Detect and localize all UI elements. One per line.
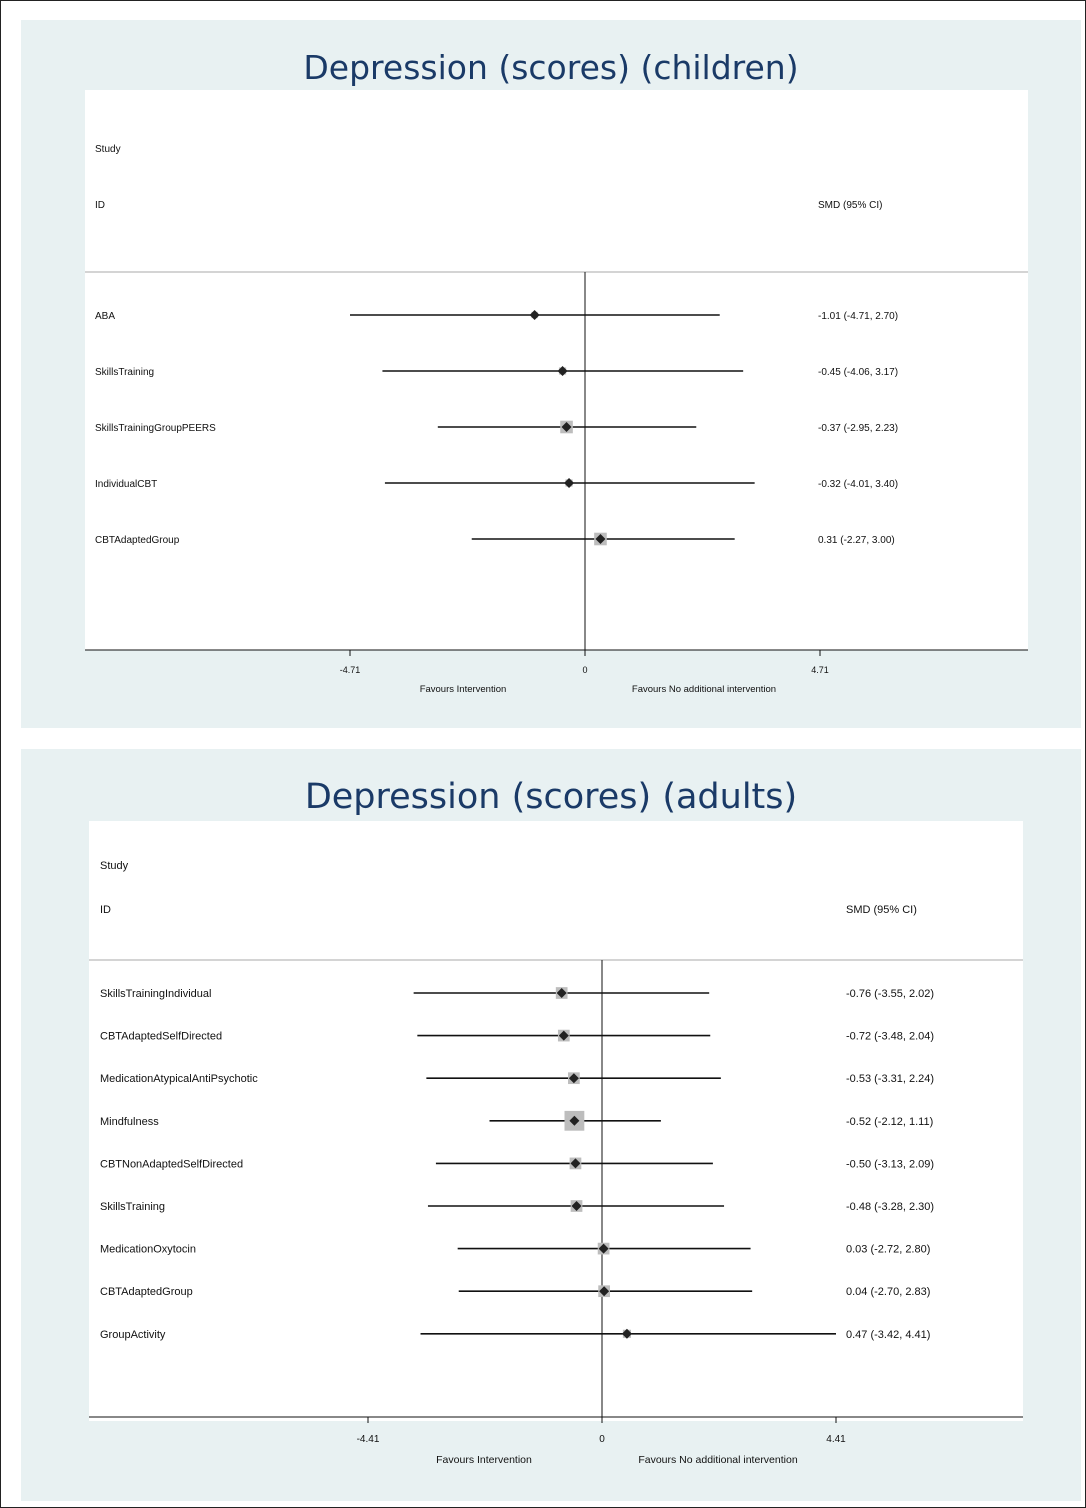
header-effect: SMD (95% CI) <box>846 904 917 916</box>
forest-plot-children: Study ID SMD (95% CI) -4.71 0 4.71 Favours Int… <box>85 90 1028 695</box>
header-id: ID <box>100 904 111 916</box>
chart-panel-children: Depression (scores) (children) Study ID SM… <box>21 20 1081 728</box>
favours-intervention-label: Favours Intervention <box>420 684 507 695</box>
effect-ci-label: -0.53 (-3.31, 2.24) <box>846 1073 934 1085</box>
point-estimate <box>569 1115 580 1126</box>
point-estimate <box>558 1030 569 1041</box>
favours-intervention-label: Favours Intervention <box>436 1454 532 1466</box>
effect-ci-label: -0.37 (-2.95, 2.23) <box>818 423 898 434</box>
effect-ci-label: -1.01 (-4.71, 2.70) <box>818 311 898 322</box>
study-label: CBTAdaptedGroup <box>95 535 180 546</box>
study-label: CBTAdaptedSelfDirected <box>100 1031 222 1043</box>
point-estimate <box>556 988 567 998</box>
effect-ci-label: -0.52 (-2.12, 1.11) <box>846 1116 933 1128</box>
effect-ci-label: 0.04 (-2.70, 2.83) <box>846 1286 930 1298</box>
forest-plot-adults: Study ID SMD (95% CI) -4.41 0 4.41 Favours Int… <box>89 821 1023 1466</box>
x-tick-label: 4.71 <box>811 665 829 675</box>
point-estimate <box>599 1286 610 1297</box>
x-tick-label: -4.71 <box>340 665 361 675</box>
favours-no-intervention-label: Favours No additional intervention <box>632 684 776 695</box>
chart-title: Depression (scores) (adults) <box>304 777 798 817</box>
effect-ci-label: -0.45 (-4.06, 3.17) <box>818 367 898 378</box>
chart-title: Depression (scores) (children) <box>303 48 799 87</box>
study-label: CBTAdaptedGroup <box>100 1286 193 1298</box>
point-estimate <box>564 478 575 488</box>
effect-ci-label: -0.72 (-3.48, 2.04) <box>846 1031 934 1043</box>
effect-ci-label: -0.76 (-3.55, 2.02) <box>846 988 934 1000</box>
effect-ci-label: 0.03 (-2.72, 2.80) <box>846 1244 930 1256</box>
point-estimate <box>595 534 606 544</box>
x-tick-label: 0 <box>599 1434 605 1445</box>
study-label: GroupActivity <box>100 1329 166 1341</box>
header-study: Study <box>95 144 121 155</box>
favours-no-intervention-label: Favours No additional intervention <box>638 1454 798 1466</box>
point-estimate <box>598 1243 609 1254</box>
study-label: SkillsTraining <box>95 367 154 378</box>
effect-ci-label: -0.32 (-4.01, 3.40) <box>818 479 898 490</box>
point-estimate <box>621 1328 632 1339</box>
study-label: SkillsTraining <box>100 1201 165 1213</box>
study-label: ABA <box>95 311 115 322</box>
study-label: IndividualCBT <box>95 479 157 490</box>
header-effect: SMD (95% CI) <box>818 200 882 211</box>
header-id: ID <box>95 200 105 211</box>
study-label: MedicationOxytocin <box>100 1244 196 1256</box>
study-label: SkillsTrainingGroupPEERS <box>95 423 216 434</box>
point-estimate <box>570 1158 581 1169</box>
study-label: SkillsTrainingIndividual <box>100 988 211 1000</box>
header-study: Study <box>100 860 129 872</box>
study-label: CBTNonAdaptedSelfDirected <box>100 1158 243 1170</box>
point-estimate <box>529 310 540 320</box>
chart-panel-adults: Depression (scores) (adults) Study ID SMD … <box>21 749 1081 1501</box>
study-label: MedicationAtypicalAntiPsychotic <box>100 1073 258 1085</box>
x-tick-label: 0 <box>582 665 587 675</box>
effect-ci-label: -0.50 (-3.13, 2.09) <box>846 1158 934 1170</box>
effect-ci-label: 0.47 (-3.42, 4.41) <box>846 1329 930 1341</box>
x-tick-label: 4.41 <box>826 1434 846 1445</box>
point-estimate <box>568 1073 579 1084</box>
plot-area <box>85 90 1028 650</box>
study-label: Mindfulness <box>100 1116 159 1128</box>
point-estimate <box>571 1201 582 1211</box>
point-estimate <box>557 366 568 376</box>
effect-ci-label: 0.31 (-2.27, 3.00) <box>818 535 895 546</box>
effect-ci-label: -0.48 (-3.28, 2.30) <box>846 1201 934 1213</box>
point-estimate <box>561 422 572 432</box>
x-tick-label: -4.41 <box>357 1434 380 1445</box>
